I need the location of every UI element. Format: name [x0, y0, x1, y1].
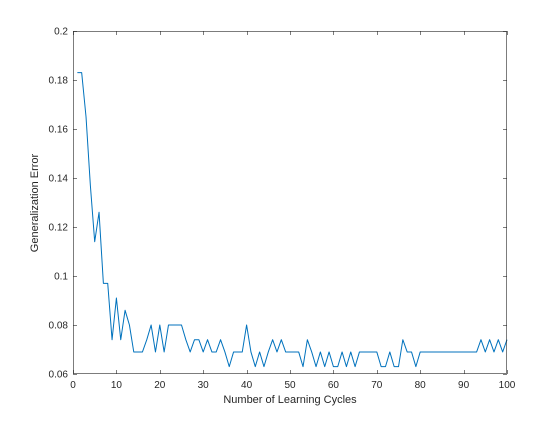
x-tick-label: 0 — [70, 380, 76, 391]
plot-area-background — [73, 31, 507, 374]
x-tick-label: 30 — [198, 380, 210, 391]
x-tick-label: 80 — [415, 380, 427, 391]
y-tick-label: 0.2 — [54, 27, 68, 38]
y-tick-label: 0.08 — [49, 321, 69, 332]
y-tick-label: 0.16 — [49, 125, 69, 136]
x-tick-label: 10 — [111, 380, 123, 391]
x-tick-label: 60 — [328, 380, 340, 391]
y-tick-label: 0.18 — [49, 76, 69, 87]
series-line — [77, 72, 508, 368]
y-tick-label: 0.12 — [49, 223, 69, 234]
x-tick-label: 100 — [499, 380, 516, 391]
x-tick-label: 70 — [371, 380, 383, 391]
x-tick-label: 20 — [154, 380, 166, 391]
y-axis-label: Generalization Error — [29, 153, 41, 252]
x-tick-label: 40 — [241, 380, 253, 391]
y-tick-label: 0.06 — [49, 370, 69, 381]
plot-area-border — [73, 31, 507, 374]
y-tick-label: 0.14 — [49, 174, 69, 185]
x-axis-label: Number of Learning Cycles — [223, 394, 357, 406]
axis-tick-labels: 0 10 20 30 40 50 60 70 80 90 100 0.06 0.08 0.1 0.12 0.1… — [49, 27, 516, 392]
y-tick-label: 0.1 — [54, 272, 68, 283]
x-tick-label: 50 — [284, 380, 296, 391]
x-tick-label: 90 — [458, 380, 470, 391]
